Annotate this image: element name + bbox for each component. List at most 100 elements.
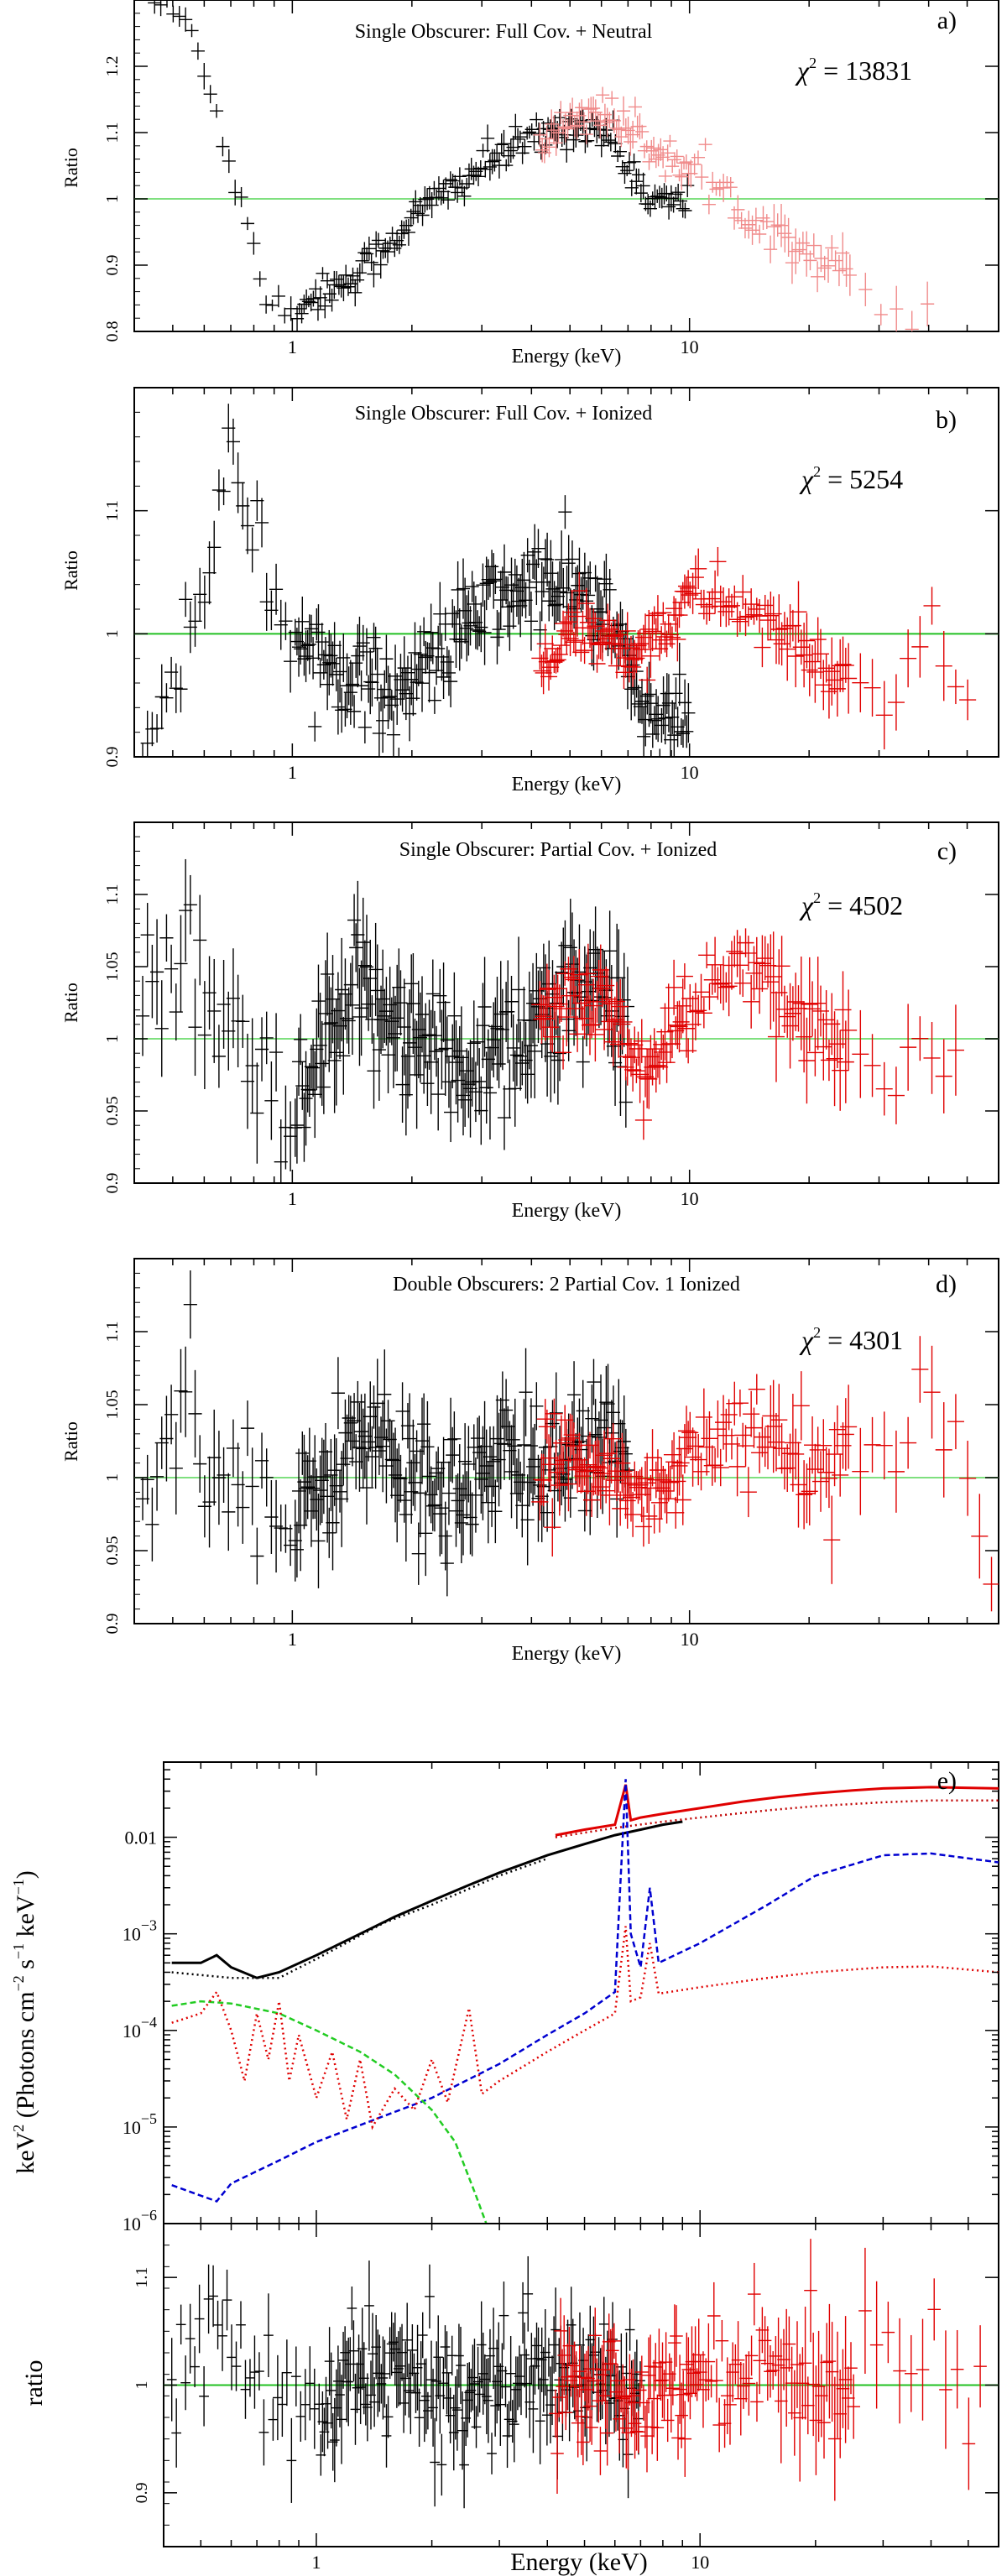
- d-point: [545, 1398, 563, 1429]
- f-point: [217, 2300, 227, 2371]
- b-point: [947, 669, 964, 705]
- d-point: [817, 1447, 835, 1498]
- c-point: [628, 1058, 645, 1083]
- d-point: [362, 1422, 376, 1462]
- d-point: [540, 1434, 558, 1483]
- c-point: [140, 903, 154, 967]
- d-point: [612, 1379, 626, 1468]
- b-point: [672, 643, 686, 707]
- d-point: [686, 1431, 704, 1462]
- b-point: [563, 588, 577, 625]
- b-point: [381, 665, 395, 729]
- c-point: [463, 1040, 477, 1138]
- b-point: [422, 643, 436, 703]
- panel-a-chi: χ2 = 13831: [795, 55, 912, 86]
- b-point: [535, 561, 549, 622]
- b-point: [254, 498, 269, 548]
- d-point: [294, 1479, 308, 1572]
- b-point: [331, 679, 345, 735]
- a-point: [717, 174, 731, 202]
- b-point: [306, 636, 321, 680]
- c-point: [318, 960, 333, 1067]
- f-point: [175, 2304, 186, 2345]
- a-point: [658, 169, 672, 183]
- b-point: [593, 590, 608, 634]
- panel-a-frame: [133, 0, 999, 332]
- a-point: [670, 149, 684, 164]
- b-point: [522, 559, 536, 616]
- a-point: [362, 236, 376, 261]
- c-point: [579, 943, 597, 1004]
- d-point: [394, 1454, 408, 1503]
- b-point: [640, 609, 658, 649]
- c-point: [207, 958, 222, 1063]
- d-point: [923, 1345, 941, 1439]
- panel-a-letter: a): [937, 7, 957, 34]
- b-point: [410, 664, 424, 701]
- c-point: [615, 1005, 633, 1039]
- c-point: [183, 874, 197, 935]
- d-point: [395, 1382, 410, 1441]
- b-point: [431, 625, 446, 672]
- a-point: [542, 137, 556, 158]
- e-series-red-lines-component: [171, 1926, 999, 2130]
- a-point: [392, 235, 406, 254]
- b-point: [446, 599, 460, 628]
- c-point: [299, 1051, 313, 1146]
- a-point: [247, 232, 261, 255]
- panel-b: 1 10 0.9 1 1.1 Single Obscurer: Full Cov. + …: [60, 387, 999, 795]
- c-point: [773, 936, 790, 997]
- panel-b-axes: 1 10 0.9 1 1.1: [103, 387, 999, 783]
- c-point: [492, 1040, 506, 1088]
- d-point: [519, 1348, 533, 1437]
- c-point: [555, 941, 569, 1004]
- c-point: [935, 1039, 952, 1113]
- e-ytick-base: 10: [123, 2021, 141, 2042]
- d-point: [429, 1451, 444, 1495]
- d-point: [431, 1447, 446, 1490]
- panel-f-marks: [164, 2239, 999, 2509]
- c-point: [677, 999, 696, 1058]
- c-point: [159, 914, 174, 962]
- b-point: [376, 688, 390, 754]
- c-point: [337, 1016, 351, 1095]
- panel-d-letter: d): [936, 1270, 957, 1298]
- b-point: [911, 616, 929, 678]
- d-point: [677, 1405, 696, 1457]
- a-point: [665, 159, 680, 173]
- d-point: [419, 1490, 433, 1577]
- c-point: [424, 1009, 438, 1114]
- d-point: [363, 1381, 378, 1452]
- c-point: [798, 1017, 816, 1104]
- b-point: [297, 642, 311, 676]
- b-point: [514, 574, 528, 638]
- a-point: [545, 109, 559, 139]
- a-point: [695, 164, 709, 190]
- d-point: [332, 1470, 347, 1513]
- d-point: [545, 1400, 560, 1447]
- c-point: [379, 977, 394, 1046]
- a-point: [166, 5, 180, 23]
- b-point: [363, 649, 378, 715]
- c-point: [458, 1072, 472, 1127]
- d-point: [476, 1426, 490, 1520]
- c-point: [720, 956, 738, 1017]
- a-point: [596, 86, 610, 103]
- f-point: [185, 2303, 196, 2374]
- b-point: [308, 712, 322, 742]
- d-xtick-label: 10: [681, 1629, 699, 1650]
- d-point: [787, 1428, 805, 1480]
- a-point: [581, 133, 595, 148]
- c-point: [150, 919, 164, 1025]
- b-point: [656, 676, 670, 735]
- d-point: [326, 1475, 340, 1571]
- d-point: [468, 1457, 483, 1533]
- a-point: [579, 124, 593, 144]
- b-point: [463, 606, 477, 646]
- b-point: [337, 633, 351, 682]
- d-point: [438, 1501, 452, 1571]
- c-point: [743, 974, 760, 1029]
- d-point: [411, 1522, 425, 1585]
- b-point: [458, 577, 472, 644]
